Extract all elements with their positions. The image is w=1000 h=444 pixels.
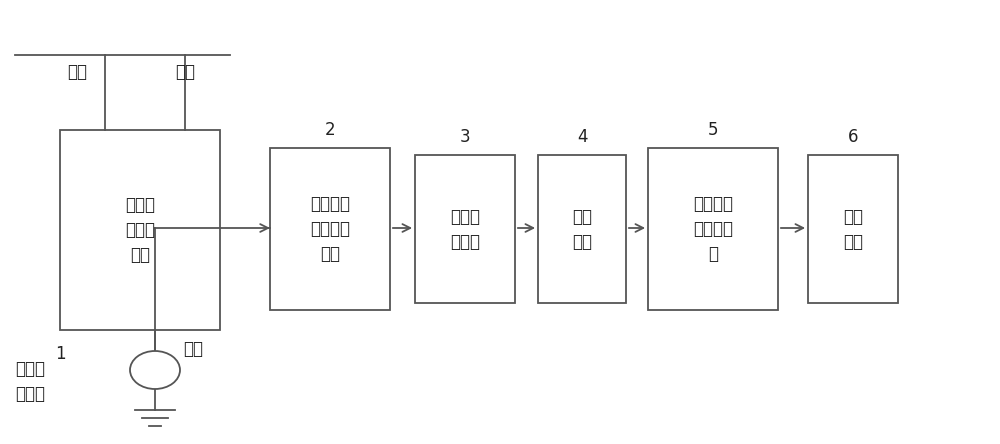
Text: 4: 4 [577, 128, 587, 146]
Text: 3: 3 [460, 128, 470, 146]
Bar [60, 130, 220, 330]
Text: 电容型
电流互
感器: 电容型 电流互 感器 [125, 196, 155, 264]
Bar [538, 155, 626, 303]
Text: 去噪
处理: 去噪 处理 [572, 207, 592, 250]
Text: 2: 2 [325, 121, 335, 139]
Ellipse shape [130, 351, 180, 389]
Text: 数据采
集系统: 数据采 集系统 [450, 207, 480, 250]
Text: 1: 1 [55, 345, 66, 363]
Text: 泄漏电流
信号前级
处理: 泄漏电流 信号前级 处理 [310, 195, 350, 263]
Text: 母线: 母线 [67, 63, 87, 81]
Text: 泄漏电流
特征量提
取: 泄漏电流 特征量提 取 [693, 195, 733, 263]
Bar [270, 148, 390, 310]
Bar [808, 155, 898, 303]
Text: 末屏: 末屏 [183, 340, 203, 358]
Bar [648, 148, 778, 310]
Text: 罗夫斯
基线圈: 罗夫斯 基线圈 [15, 360, 45, 403]
Text: 母线: 母线 [175, 63, 195, 81]
Text: 故障
诊断: 故障 诊断 [843, 207, 863, 250]
Bar [415, 155, 515, 303]
Text: 5: 5 [708, 121, 718, 139]
Text: 6: 6 [848, 128, 858, 146]
